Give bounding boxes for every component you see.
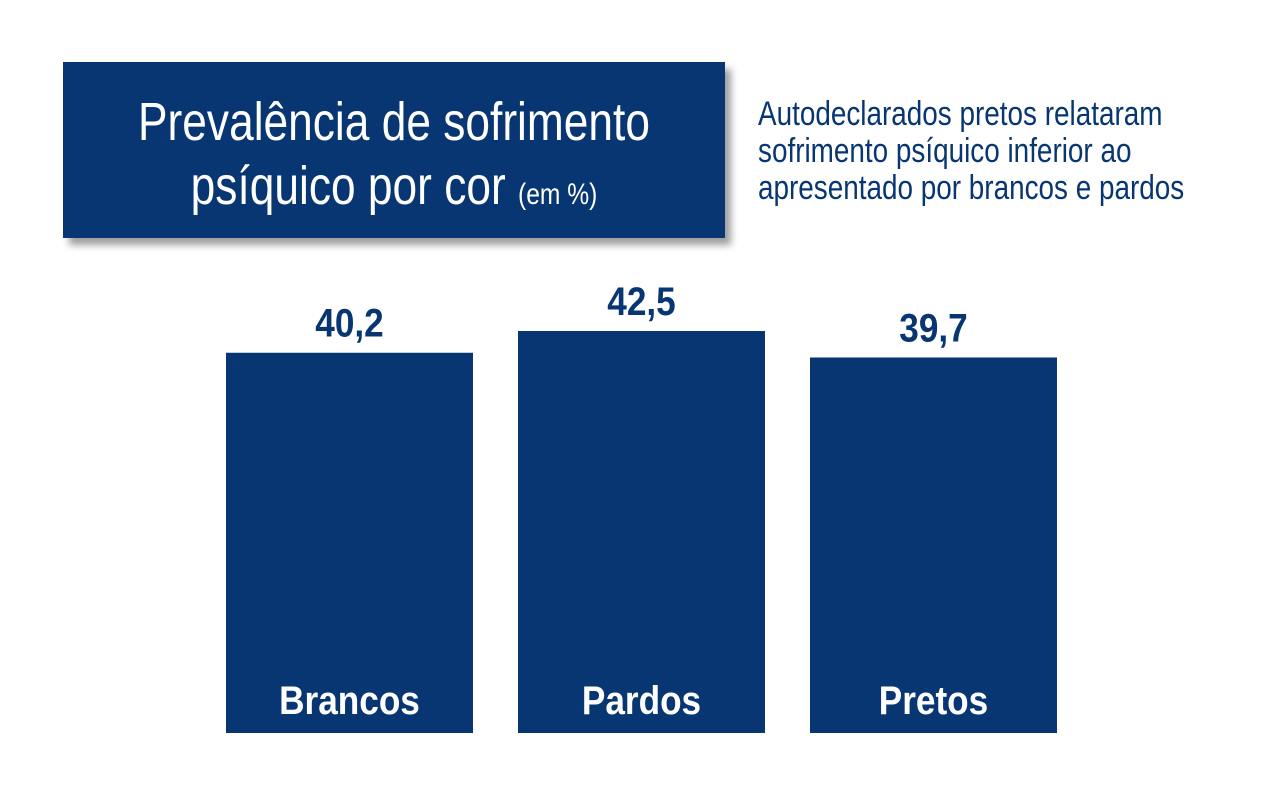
annotation-line-2: sofrimento psíquico inferior ao: [758, 132, 1132, 170]
chart-title-line-2: psíquico por cor (em %): [123, 154, 666, 227]
chart-title-text: psíquico por cor: [190, 156, 506, 216]
value-label-pardos: 42,5: [607, 279, 675, 324]
chart-title-box: Prevalência de sofrimento psíquico por c…: [63, 62, 725, 238]
bar-pardos: [518, 331, 765, 733]
category-label-pardos: Pardos: [582, 678, 701, 723]
chart-annotation: Autodeclarados pretos relataram sofrimen…: [758, 95, 1185, 207]
category-label-brancos: Brancos: [279, 678, 420, 723]
value-label-pretos: 39,7: [899, 305, 967, 350]
bar-pretos: [810, 357, 1057, 733]
annotation-line-1: Autodeclarados pretos relataram: [758, 95, 1163, 133]
chart-title-line-1: Prevalência de sofrimento: [138, 92, 650, 152]
bar-brancos: [226, 352, 473, 733]
value-label-brancos: 40,2: [315, 301, 383, 346]
annotation-line-3: apresentado por brancos e pardos: [758, 169, 1185, 207]
category-label-pretos: Pretos: [879, 678, 988, 723]
chart-title-unit: (em %): [518, 178, 598, 211]
